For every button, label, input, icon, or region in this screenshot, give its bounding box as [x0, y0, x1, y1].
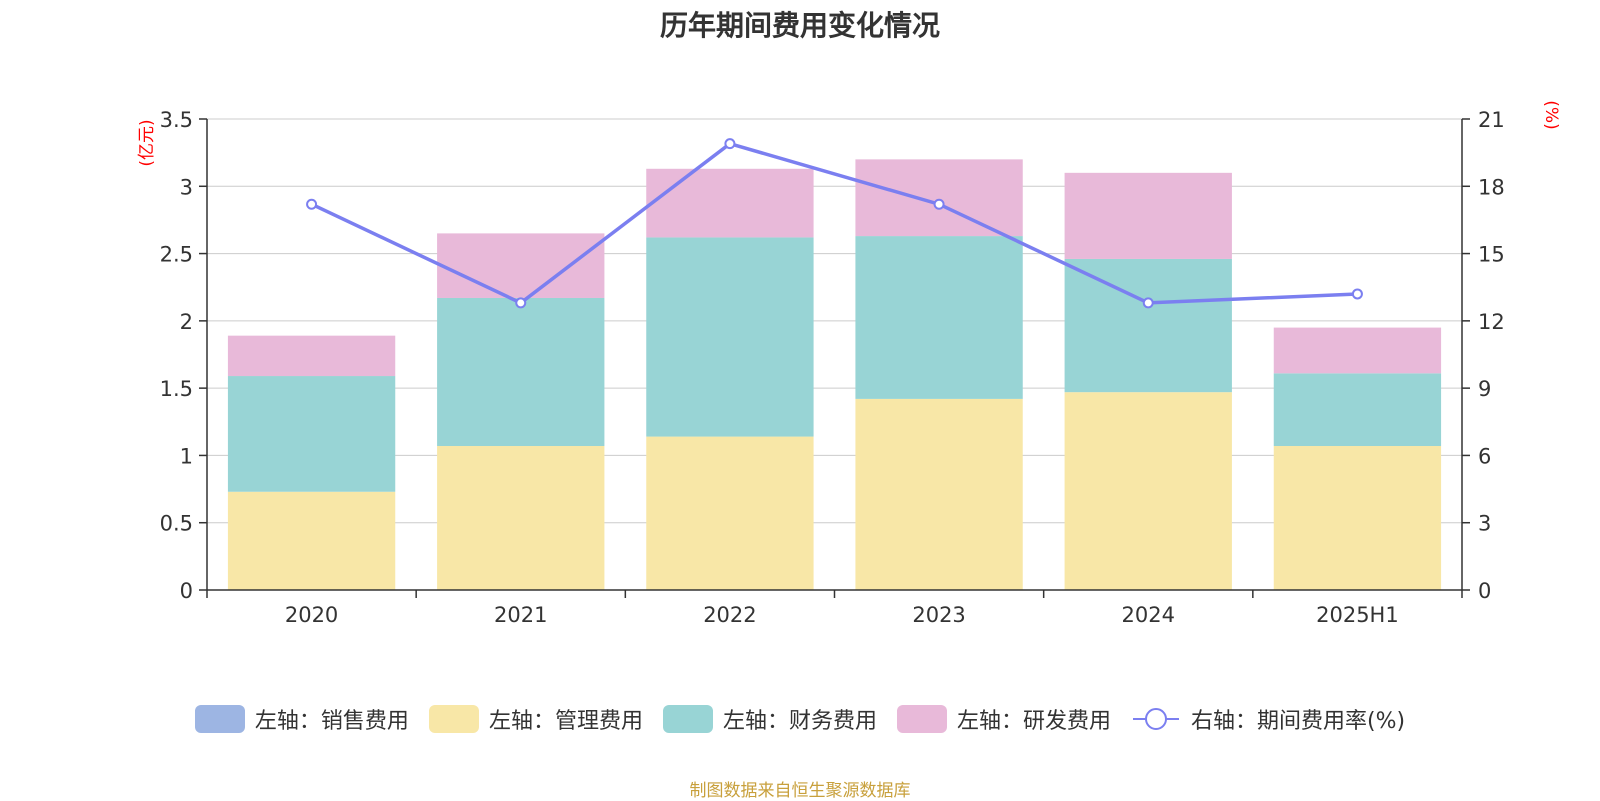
legend-item: 左轴：财务费用	[662, 703, 877, 735]
bar-segment	[227, 376, 396, 492]
legend-swatch	[194, 705, 245, 733]
rate-point	[306, 198, 318, 210]
rate-point	[515, 297, 527, 309]
legend-label: 左轴：财务费用	[722, 709, 877, 734]
legend-item: 左轴：销售费用	[194, 703, 409, 735]
bar-segment	[646, 436, 814, 590]
rate-line	[310, 141, 1358, 305]
bar-segment	[1064, 172, 1232, 259]
right-tick-label: 9	[1478, 377, 1491, 401]
legend: 左轴：销售费用 左轴：管理费用 左轴：财务费用 左轴：研发费用 右轴：期间费用率(%)	[0, 703, 1600, 735]
left-tick-label: 1	[180, 444, 193, 468]
axes: 0 0.5 1 1.5 2 2.5 3 3.5 0 3 6 9 12 15 18 21 (亿元) (%) 2020 2…	[137, 100, 1561, 627]
right-tick-label: 3	[1478, 512, 1491, 536]
right-tick-label: 21	[1478, 108, 1505, 132]
bar-segment	[1064, 258, 1232, 393]
bar-segment	[227, 491, 396, 590]
rate-point	[1142, 297, 1154, 309]
bar-segment	[437, 446, 605, 590]
x-tick-label: 2020	[285, 603, 338, 627]
left-tick-label: 3.5	[160, 108, 193, 132]
legend-swatch	[896, 705, 947, 733]
x-tick-label: 2021	[494, 603, 547, 627]
right-tick-label: 12	[1478, 310, 1505, 334]
legend-label: 左轴：销售费用	[254, 709, 409, 734]
left-tick-label: 0	[180, 579, 193, 603]
legend-line-circle-icon	[1132, 708, 1179, 730]
legend-swatch	[428, 705, 479, 733]
left-tick-label: 2.5	[160, 243, 193, 267]
x-tick-label: 2023	[912, 603, 965, 627]
right-tick-label: 15	[1478, 243, 1505, 267]
bar-segment	[646, 237, 814, 437]
bar-segment	[855, 159, 1023, 237]
legend-label: 左轴：研发费用	[956, 709, 1111, 734]
legend-item: 左轴：管理费用	[428, 703, 643, 735]
x-tick-label: 2024	[1122, 603, 1175, 627]
legend-label: 右轴：期间费用率(%)	[1190, 709, 1406, 734]
source-note: 制图数据来自恒生聚源数据库	[689, 781, 911, 801]
bar-segment	[1273, 327, 1442, 374]
bar-segment	[855, 236, 1023, 399]
rate-point	[1351, 288, 1363, 300]
legend-item: 右轴：期间费用率(%)	[1131, 703, 1405, 735]
bar-segment	[1064, 392, 1232, 590]
bar-layer	[227, 159, 1442, 590]
bar-segment	[646, 168, 814, 238]
bar-segment	[437, 233, 605, 298]
left-tick-label: 3	[180, 175, 193, 199]
bar-segment	[855, 398, 1023, 590]
left-tick-label: 0.5	[160, 512, 193, 536]
left-axis-unit: (亿元)	[137, 119, 157, 166]
bar-segment	[1273, 373, 1442, 447]
right-tick-label: 0	[1478, 579, 1491, 603]
chart-title: 历年期间费用变化情况	[659, 9, 940, 42]
right-axis-unit: (%)	[1541, 100, 1561, 129]
rate-point	[724, 138, 736, 150]
left-tick-label: 2	[180, 310, 193, 334]
left-tick-label: 1.5	[160, 377, 193, 401]
rate-line-layer	[306, 138, 1363, 309]
right-tick-label: 6	[1478, 444, 1491, 468]
legend-label: 左轴：管理费用	[488, 709, 643, 734]
right-tick-label: 18	[1478, 175, 1505, 199]
rate-point	[933, 198, 945, 210]
legend-item: 左轴：研发费用	[896, 703, 1111, 735]
x-tick-label: 2025H1	[1316, 603, 1399, 627]
bar-segment	[227, 335, 396, 377]
bar-segment	[437, 297, 605, 447]
stacked-bar-line-chart: 0 0.5 1 1.5 2 2.5 3 3.5 0 3 6 9 12 15 18 21 (亿元) (%) 2020 2…	[137, 100, 1561, 627]
legend-swatch	[662, 705, 713, 733]
x-tick-label: 2022	[703, 603, 756, 627]
bar-segment	[1273, 446, 1442, 590]
